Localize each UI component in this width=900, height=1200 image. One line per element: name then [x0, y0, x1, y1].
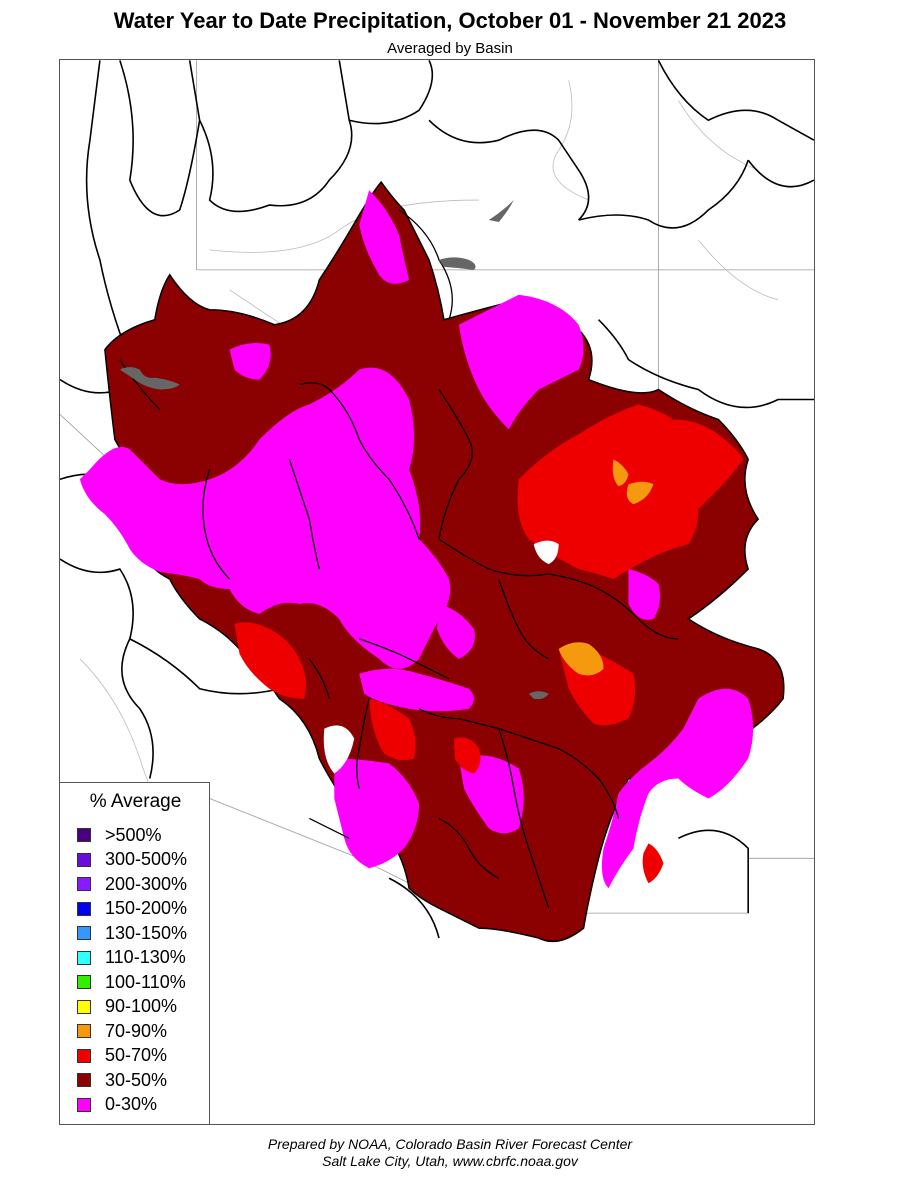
credits-line-1: Prepared by NOAA, Colorado Basin River F… — [267, 1136, 633, 1152]
legend-item: 30-50% — [77, 1068, 187, 1093]
legend-item: 150-200% — [77, 897, 187, 922]
basin-map-svg — [60, 60, 814, 943]
legend-item: 200-300% — [77, 872, 187, 897]
basin-region-30-50 — [104, 180, 785, 943]
map-title: Water Year to Date Precipitation, Octobe… — [113, 8, 787, 33]
basin-regions-0-30 — [79, 190, 754, 889]
legend-item: 300-500% — [77, 848, 187, 873]
legend-label: 300-500% — [105, 849, 188, 870]
legend-swatch — [77, 1048, 91, 1063]
legend: % Average >500% 300-500% 200-300% 150-20… — [59, 782, 210, 1125]
legend-swatch — [77, 852, 91, 867]
basin-regions-70-90 — [558, 459, 654, 676]
legend-swatch — [77, 1097, 91, 1112]
legend-label: 200-300% — [105, 873, 188, 894]
legend-item: 0-30% — [77, 1093, 187, 1118]
legend-item: 90-100% — [77, 995, 187, 1020]
legend-item: 70-90% — [77, 1019, 187, 1044]
legend-swatch — [77, 975, 91, 990]
legend-list: >500% 300-500% 200-300% 150-200% 130-150… — [77, 823, 187, 1117]
legend-swatch — [77, 828, 91, 843]
credits-footer: Prepared by NOAA, Colorado Basin River F… — [0, 1136, 900, 1170]
legend-title: % Average — [89, 791, 182, 812]
legend-label: 0-30% — [105, 1094, 158, 1115]
legend-item: 50-70% — [77, 1044, 187, 1069]
legend-label: >500% — [105, 824, 162, 845]
legend-label: 30-50% — [105, 1069, 168, 1090]
legend-swatch — [77, 1073, 91, 1088]
basin-holes — [323, 540, 559, 774]
legend-label: 100-110% — [105, 971, 186, 992]
legend-label: 90-100% — [105, 996, 178, 1017]
legend-item: 110-130% — [77, 946, 187, 971]
legend-item: >500% — [77, 823, 187, 848]
legend-swatch — [77, 926, 91, 941]
map-subtitle: Averaged by Basin — [387, 40, 513, 57]
legend-label: 130-150% — [105, 922, 188, 943]
legend-swatch — [77, 1024, 91, 1039]
legend-label: 150-200% — [105, 898, 188, 919]
legend-label: 70-90% — [105, 1020, 168, 1041]
legend-label: 50-70% — [105, 1045, 168, 1066]
legend-swatch — [77, 950, 91, 965]
rivers-light — [79, 80, 779, 819]
legend-swatch — [77, 999, 91, 1014]
legend-item: 130-150% — [77, 921, 187, 946]
legend-item: 100-110% — [77, 970, 187, 995]
reservoirs — [119, 200, 549, 700]
legend-swatch — [77, 901, 91, 916]
credits-line-2: Salt Lake City, Utah, www.cbrfc.noaa.gov — [322, 1153, 578, 1169]
legend-label: 110-130% — [105, 947, 186, 968]
legend-swatch — [77, 877, 91, 892]
